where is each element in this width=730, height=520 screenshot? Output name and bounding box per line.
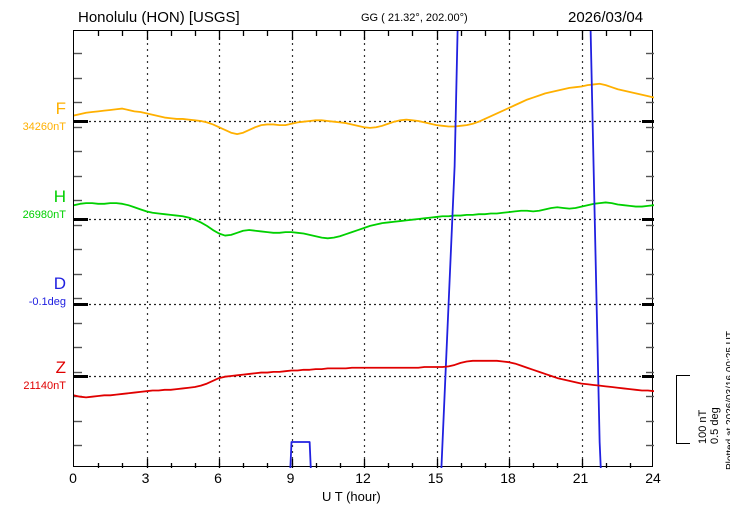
x-tick-label: 3 [141,470,150,486]
observation-date: 2026/03/04 [568,9,644,26]
scale-bar-deg-label: 0.5 deg [709,407,721,444]
component-label-z: Z [55,358,66,377]
trace-d [289,31,602,468]
component-baseline-f: 34260nT [22,121,66,133]
trace-h [74,201,654,240]
x-tick-label: 0 [69,470,77,486]
scale-bar-nt-label: 100 nT [697,409,709,444]
page-title: Honolulu (HON) [USGS] [78,9,240,26]
component-baseline-h: 26980nT [22,209,66,221]
x-tick-label: 6 [214,470,222,486]
scale-bar [676,375,690,444]
x-tick-label: 24 [645,470,661,486]
magnetogram-plot [74,31,654,468]
x-axis-tick-labels: 0 3 6 9 12 15 18 21 24 [0,470,730,490]
component-baseline-d: -0.1deg [28,296,66,308]
x-tick-label: 21 [572,470,589,486]
component-label-f: F [55,99,66,118]
geographic-coordinates: GG ( 21.32°, 202.00°) [361,12,468,24]
component-label-h: H [53,187,66,206]
plot-frame [73,30,654,468]
component-baseline-z: 21140nT [23,380,66,392]
x-tick-label: 18 [500,470,516,486]
x-tick-label: 15 [427,470,444,486]
trace-z [74,359,654,399]
trace-f [74,82,654,136]
x-tick-label: 12 [355,470,371,486]
x-axis-title: U T (hour) [322,489,381,504]
component-label-d: D [53,274,66,293]
x-tick-label: 9 [286,470,295,486]
plotted-timestamp: Plotted at 2026/03/16 00:25 UT [725,331,730,470]
